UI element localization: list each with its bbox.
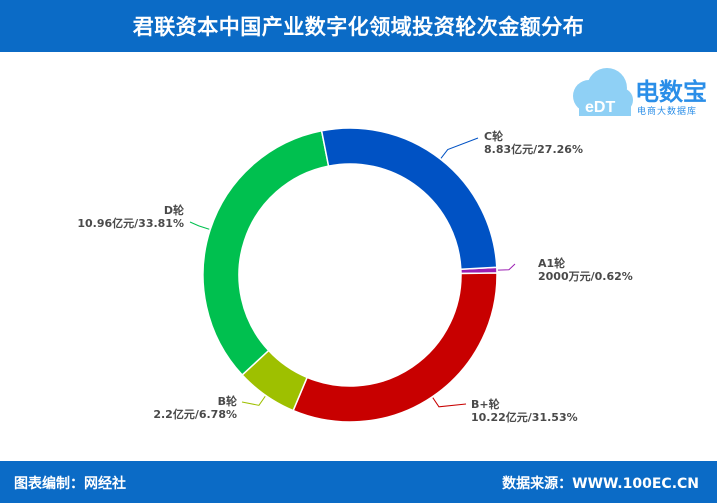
slice-label-2: B轮 — [218, 394, 237, 408]
footer-editor: 图表编制：网经社 — [14, 476, 126, 492]
donut-slice-1 — [292, 272, 498, 423]
slice-value-label-2: 2.2亿元/6.78% — [153, 407, 237, 421]
logo-subtitle: 电商大数据库 — [637, 107, 698, 117]
leader-line-1 — [432, 397, 467, 408]
leader-line-4 — [440, 137, 479, 159]
footer-source: 数据来源：WWW.100EC.CN — [502, 476, 699, 492]
logo-badge: eDT — [585, 99, 615, 116]
chart-footer: 图表编制：网经社 数据来源：WWW.100EC.CN — [0, 461, 717, 503]
slice-value-label-1: 10.22亿元/31.53% — [471, 410, 578, 424]
slice-value-label-3: 10.96亿元/33.81% — [77, 216, 184, 230]
slice-label-1: B+轮 — [471, 397, 500, 411]
leader-line-2 — [241, 396, 266, 406]
slice-value-label-0: 2000万元/0.62% — [538, 270, 633, 283]
chart-title: 君联资本中国产业数字化领域投资轮次金额分布 — [132, 15, 585, 39]
leader-line-3 — [189, 221, 210, 230]
leader-line-0 — [497, 263, 516, 271]
donut-slice-3 — [202, 129, 330, 377]
edt-logo: eDT 电数宝 电商大数据库 — [565, 62, 715, 126]
slice-label-3: D轮 — [164, 203, 184, 217]
slice-label-0: A1轮 — [538, 256, 565, 270]
logo-brand: 电数宝 — [635, 78, 707, 106]
cloud-logo-icon: eDT — [573, 68, 633, 116]
donut-slice-4 — [320, 127, 498, 270]
slice-label-4: C轮 — [484, 129, 503, 143]
chart-header: 君联资本中国产业数字化领域投资轮次金额分布 — [0, 0, 717, 52]
slice-value-label-4: 8.83亿元/27.26% — [484, 142, 583, 156]
